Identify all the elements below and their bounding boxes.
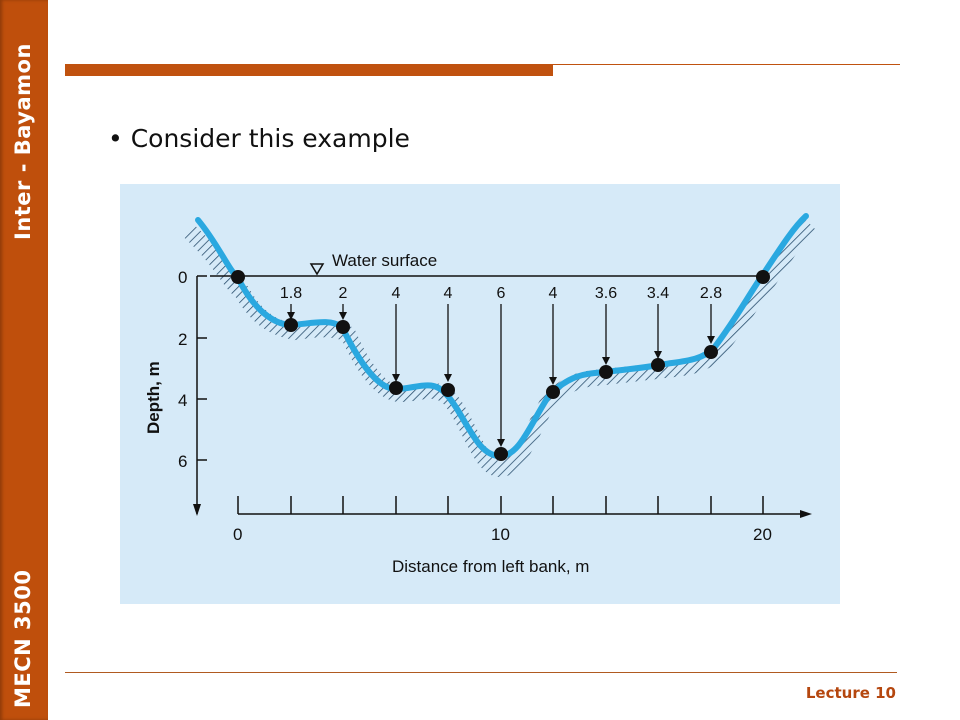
measurement-point: [546, 385, 560, 399]
distance-tick-label: 10: [491, 525, 510, 544]
measurement-point: [336, 320, 350, 334]
depth-tick-label: 2: [178, 330, 187, 349]
water-surface-marker-icon: [309, 263, 325, 276]
sidebar-course-code: MECN 3500: [11, 569, 35, 709]
depth-tick-label: 4: [178, 391, 187, 410]
distance-axis-ticks: [237, 496, 764, 514]
depth-value-label: 4: [444, 285, 453, 302]
depth-value-label: 2.8: [700, 285, 722, 302]
measurement-point: [441, 383, 455, 397]
measurement-point: [756, 270, 770, 284]
depth-value-label: 6: [497, 285, 506, 302]
depth-value-label: 1.8: [280, 285, 302, 302]
distance-tick-label: 20: [753, 525, 772, 544]
depth-value-label: 3.6: [595, 285, 617, 302]
depth-value-label: 3.4: [647, 285, 669, 302]
depth-tick-label: 6: [178, 452, 187, 471]
depth-axis-arrow: [193, 504, 201, 516]
measurement-point: [599, 365, 613, 379]
bullet-text: • Consider this example: [108, 124, 410, 153]
sidebar-institution: Inter - Bayamon: [11, 43, 35, 240]
header-rule: [553, 64, 900, 65]
depth-value-label: 4: [549, 285, 558, 302]
measurement-point: [284, 318, 298, 332]
depth-axis-title: Depth, m: [144, 361, 163, 434]
header-accent-bar: [65, 64, 553, 76]
distance-axis-title: Distance from left bank, m: [392, 557, 589, 576]
lecture-label: Lecture 10: [805, 684, 896, 702]
depth-tick-label: 0: [178, 268, 187, 287]
distance-axis-arrow: [800, 510, 812, 518]
depth-value-label: 2: [339, 285, 348, 302]
measurement-point: [704, 345, 718, 359]
measurement-point: [231, 270, 245, 284]
measurement-point: [494, 447, 508, 461]
measurement-point: [389, 381, 403, 395]
footer-rule: [65, 672, 897, 673]
channel-cross-section-diagram: Water surface 0 2 4 6 Depth, m 0 10 20 D…: [120, 184, 840, 604]
measurement-point: [651, 358, 665, 372]
distance-tick-label: 0: [233, 525, 242, 544]
water-surface-label: Water surface: [332, 251, 437, 270]
diagram-panel: [120, 184, 840, 604]
sidebar: Inter - Bayamon MECN 3500: [0, 0, 48, 720]
depth-value-label: 4: [392, 285, 401, 302]
